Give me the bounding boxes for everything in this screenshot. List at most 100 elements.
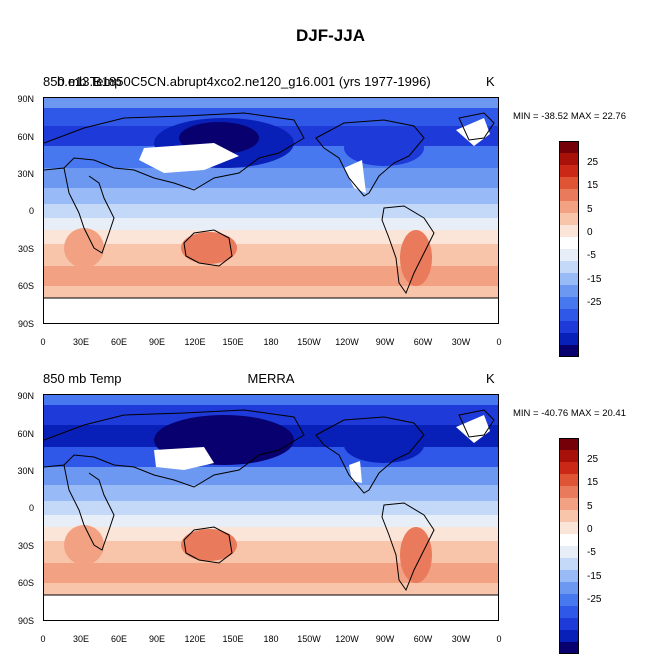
panel-2-xlab-180: 180 — [263, 634, 279, 644]
panel-1-cbar-label-m25: -25 — [587, 297, 602, 308]
colorbar-swatch — [559, 558, 579, 570]
colorbar-swatch — [559, 165, 579, 177]
panel-1-cbar-label-m15: -15 — [587, 274, 602, 285]
panel-2-xlab-120w: 120W — [335, 634, 359, 644]
figure-title: DJF-JJA — [296, 26, 365, 45]
colorbar-swatch — [559, 261, 579, 273]
colorbar-swatch — [559, 237, 579, 249]
colorbar-swatch — [559, 510, 579, 522]
colorbar-swatch — [559, 618, 579, 630]
panel-1-cbar-label-5: 5 — [587, 204, 593, 215]
panel-2-cbar-label-0: 0 — [587, 524, 593, 535]
panel-1-xlab-30e: 30E — [72, 337, 89, 347]
colorbar-swatch — [559, 297, 579, 309]
panel-1-ylab-60s: 60S — [17, 281, 34, 291]
colorbar-swatch — [559, 345, 579, 357]
panel-1-ylab-90s: 90S — [17, 319, 34, 329]
panel-2-ylab-90s: 90S — [17, 616, 34, 626]
colorbar-swatch — [559, 321, 579, 333]
panel-1-ylab-90n: 90N — [17, 94, 34, 104]
panel-1-ylab-30n: 30N — [17, 169, 34, 179]
panel-2-xlab-90e: 90E — [148, 634, 165, 644]
panel-2-cbar-label-5: 5 — [587, 501, 593, 512]
colorbar-swatch — [559, 474, 579, 486]
colorbar-swatch — [559, 177, 579, 189]
panel-2-cbar-label-m5: -5 — [587, 547, 596, 558]
panel-1-xlab-60e: 60E — [110, 337, 127, 347]
panel-1-map-svg — [44, 98, 498, 323]
panel-1-xlab-120w: 120W — [335, 337, 359, 347]
panel-1-case-title: b.e13.B1850C5CN.abrupt4xco2.ne120_g16.00… — [57, 74, 431, 89]
panel-2-ylab-60n: 60N — [17, 429, 34, 439]
panel-2-units: K — [486, 371, 495, 386]
panel-2-xlab-60e: 60E — [110, 634, 127, 644]
panel-1-xlab-90w: 90W — [375, 337, 395, 347]
panel-1-variable-label: 850 mb Temp — [43, 74, 122, 89]
colorbar-swatch — [559, 333, 579, 345]
panel-2-xlab-60w: 60W — [413, 634, 433, 644]
panel-1-cbar-label-m5: -5 — [587, 250, 596, 261]
colorbar-swatch — [559, 498, 579, 510]
panel-2-xlab-0: 0 — [40, 634, 46, 644]
colorbar-swatch — [559, 486, 579, 498]
panel-1-colorbar — [559, 141, 579, 357]
colorbar-swatch — [559, 630, 579, 642]
panel-1-ylab-0: 0 — [28, 206, 34, 216]
panel-2-xlab-120e: 120E — [184, 634, 206, 644]
panel-1-ylab-60n: 60N — [17, 132, 34, 142]
panel-2-ylab-60s: 60S — [17, 578, 34, 588]
colorbar-swatch — [559, 582, 579, 594]
panel-1-xlab-150e: 150E — [222, 337, 244, 347]
panel-2-map-svg — [44, 395, 498, 620]
panel-2-cbar-label-m25: -25 — [587, 594, 602, 605]
panel-1-left-title: 850 mb Temp — [43, 74, 122, 89]
colorbar-swatch — [559, 642, 579, 654]
panel-2-xlab-30w: 30W — [451, 634, 471, 644]
panel-1-xlab-0: 0 — [40, 337, 46, 347]
colorbar-swatch — [559, 450, 579, 462]
map-panel-1: 850 mb Temp b.e13.B1850C5CN.abrupt4xco2.… — [0, 74, 661, 374]
panel-1-cbar-label-0: 0 — [587, 227, 593, 238]
colorbar-swatch — [559, 438, 579, 450]
panel-2-xlab-0-end: 0 — [496, 634, 502, 644]
panel-1-map — [43, 97, 499, 324]
colorbar-swatch — [559, 153, 579, 165]
colorbar-swatch — [559, 546, 579, 558]
colorbar-swatch — [559, 249, 579, 261]
panel-1-xlab-30w: 30W — [451, 337, 471, 347]
panel-1-xlab-120e: 120E — [184, 337, 206, 347]
panel-1-units: K — [486, 74, 495, 89]
panel-2-xlab-150e: 150E — [222, 634, 244, 644]
colorbar-swatch — [559, 225, 579, 237]
panel-2-center-title: MERRA — [247, 371, 295, 386]
panel-2-left-title: 850 mb Temp — [43, 371, 122, 386]
colorbar-swatch — [559, 309, 579, 321]
panel-1-xlab-60w: 60W — [413, 337, 433, 347]
panel-2-ylab-30n: 30N — [17, 466, 34, 476]
panel-2-cbar-label-15: 15 — [587, 477, 599, 488]
colorbar-swatch — [559, 213, 579, 225]
panel-1-xlab-0-end: 0 — [496, 337, 502, 347]
colorbar-swatch — [559, 522, 579, 534]
panel-1-stats: MIN = -38.52 MAX = 22.76 — [513, 111, 627, 122]
colorbar-swatch — [559, 606, 579, 618]
panel-1-xlab-90e: 90E — [148, 337, 165, 347]
panel-1-cbar-label-25: 25 — [587, 157, 599, 168]
panel-1-cbar-label-15: 15 — [587, 180, 599, 191]
map-panel-2: 850 mb Temp MERRA K MIN = -40.76 MAX = 2… — [0, 371, 661, 671]
panel-2-ylab-0: 0 — [28, 503, 34, 513]
colorbar-swatch — [559, 141, 579, 153]
colorbar-swatch — [559, 462, 579, 474]
colorbar-swatch — [559, 273, 579, 285]
panel-2-stats: MIN = -40.76 MAX = 20.41 — [513, 408, 627, 419]
panel-2-cbar-label-m15: -15 — [587, 571, 602, 582]
colorbar-swatch — [559, 570, 579, 582]
colorbar-swatch — [559, 285, 579, 297]
panel-2-map — [43, 394, 499, 621]
panel-2-cbar-label-25: 25 — [587, 454, 599, 465]
panel-1-xlab-150w: 150W — [297, 337, 321, 347]
panel-2-ylab-90n: 90N — [17, 391, 34, 401]
panel-1-ylab-30s: 30S — [17, 244, 34, 254]
panel-1-xlab-180: 180 — [263, 337, 279, 347]
colorbar-swatch — [559, 189, 579, 201]
